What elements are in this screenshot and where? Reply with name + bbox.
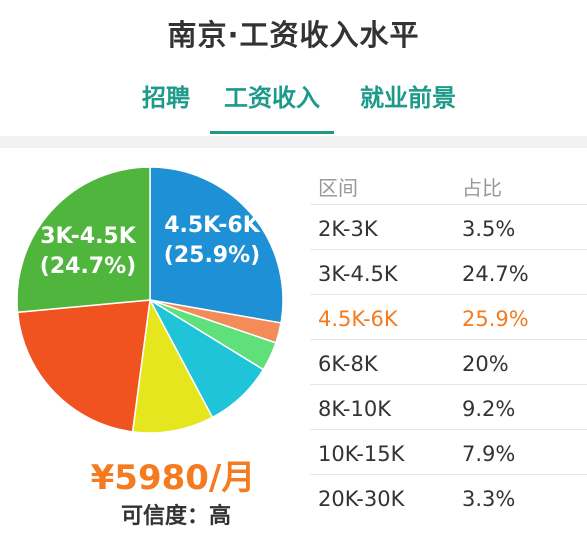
table-row-highlighted: 4.5K-6K 25.9% (310, 295, 587, 340)
row-share: 9.2% (462, 397, 516, 421)
row-share: 25.9% (462, 307, 529, 331)
row-share: 3.3% (462, 487, 516, 511)
table-row: 20K-30K 3.3% (310, 475, 587, 519)
pie-label-3k-4.5k-range: 3K-4.5K (40, 224, 137, 249)
page-title: 南京·工资收入水平 (167, 18, 420, 52)
tab-employment-outlook[interactable]: 就业前景 (360, 84, 456, 112)
pie-label-4.5k-6k-range: 4.5K-6K (164, 213, 261, 238)
header-share: 占比 (462, 176, 502, 200)
section-divider (0, 136, 587, 148)
row-range: 6K-8K (318, 352, 378, 376)
salary-distribution-table: 区间 占比 2K-3K 3.5% 3K-4.5K 24.7% 4.5K-6K 2… (310, 162, 587, 519)
salary-pie-chart: 3K-4.5K (24.7%) 4.5K-6K (25.9%) (0, 150, 300, 450)
row-range: 20K-30K (318, 487, 405, 511)
row-share: 7.9% (462, 442, 516, 466)
pie-slice-4.5k-6k (149, 166, 284, 324)
table-header: 区间 占比 (310, 162, 587, 205)
table-row: 6K-8K 20% (310, 340, 587, 385)
table-row: 10K-15K 7.9% (310, 430, 587, 475)
pie-label-4.5k-6k-pct: (25.9%) (164, 243, 260, 268)
row-range: 3K-4.5K (318, 262, 398, 286)
tab-salary-income[interactable]: 工资收入 (210, 78, 334, 134)
header-range: 区间 (318, 176, 358, 200)
credibility-level: 可信度：高 (120, 504, 231, 529)
pie-slice-6k-8k (16, 299, 151, 433)
average-salary: ¥5980/月 (90, 458, 256, 498)
row-share: 24.7% (462, 262, 529, 286)
tab-bar: 招聘 工资收入 就业前景 (0, 78, 587, 136)
row-share: 20% (462, 352, 509, 376)
table-row: 3K-4.5K 24.7% (310, 250, 587, 295)
pie-slice-3k-4.5k (16, 166, 151, 314)
row-range: 4.5K-6K (318, 307, 398, 331)
row-range: 10K-15K (318, 442, 405, 466)
tab-recruitment[interactable]: 招聘 (142, 84, 190, 112)
table-row: 8K-10K 9.2% (310, 385, 587, 430)
table-row: 2K-3K 3.5% (310, 205, 587, 250)
row-share: 3.5% (462, 217, 516, 241)
row-range: 8K-10K (318, 397, 391, 421)
pie-label-3k-4.5k-pct: (24.7%) (40, 254, 136, 279)
row-range: 2K-3K (318, 217, 378, 241)
pie-slice-8k-10k (131, 297, 214, 434)
pie-svg: 3K-4.5K (24.7%) 4.5K-6K (25.9%) (16, 166, 284, 434)
